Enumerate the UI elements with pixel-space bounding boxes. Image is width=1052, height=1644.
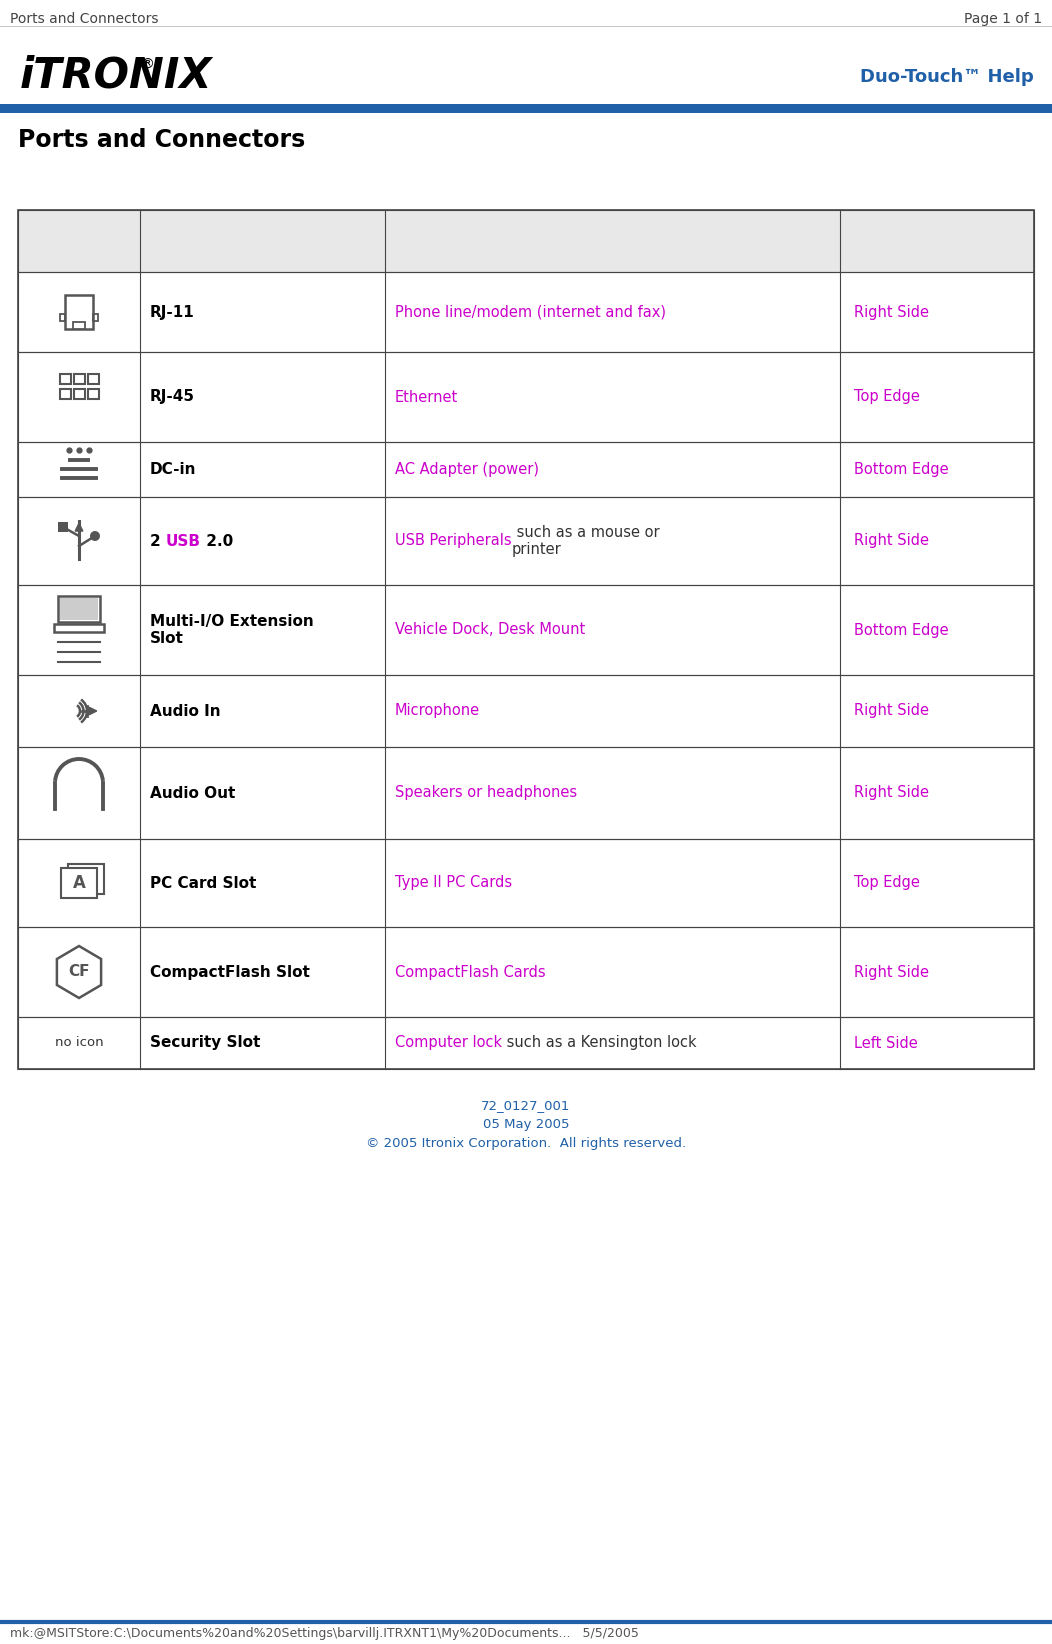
- Bar: [54, 625, 104, 631]
- Text: Right Side: Right Side: [854, 786, 929, 801]
- Text: Page 1 of 1: Page 1 of 1: [964, 12, 1041, 26]
- Text: ®: ®: [140, 58, 154, 72]
- Text: 2: 2: [150, 534, 166, 549]
- Text: Left Side: Left Side: [854, 1036, 917, 1051]
- Text: Computer lock: Computer lock: [394, 1036, 502, 1051]
- Text: such as a mouse or
printer: such as a mouse or printer: [511, 524, 660, 557]
- Text: Bottom Edge: Bottom Edge: [854, 623, 949, 638]
- Bar: [65, 294, 93, 329]
- Text: Vehicle Dock, Desk Mount: Vehicle Dock, Desk Mount: [394, 623, 585, 638]
- Text: Ethernet: Ethernet: [394, 390, 459, 404]
- Text: Top Edge: Top Edge: [854, 876, 919, 891]
- Text: Bottom Edge: Bottom Edge: [854, 462, 949, 477]
- Bar: [58, 597, 100, 621]
- Bar: [87, 390, 99, 399]
- Bar: [18, 496, 1034, 585]
- Text: DC-in: DC-in: [150, 462, 197, 477]
- Text: USB Peripherals: USB Peripherals: [394, 534, 511, 549]
- Text: A: A: [73, 875, 85, 893]
- Bar: [93, 314, 98, 321]
- Text: no icon: no icon: [55, 1036, 103, 1049]
- Text: Icon: Icon: [61, 233, 97, 248]
- Text: Right Side: Right Side: [854, 965, 929, 980]
- Bar: [87, 375, 99, 385]
- Text: © 2005 Itronix Corporation.  All rights reserved.: © 2005 Itronix Corporation. All rights r…: [366, 1138, 686, 1151]
- Bar: [18, 352, 1034, 442]
- Text: Phone line/modem (internet and fax): Phone line/modem (internet and fax): [394, 304, 666, 319]
- Bar: [61, 868, 97, 898]
- Bar: [60, 390, 70, 399]
- Bar: [58, 523, 68, 533]
- Bar: [18, 676, 1034, 746]
- Text: USB: USB: [166, 534, 201, 549]
- Text: Ports and Connectors: Ports and Connectors: [11, 12, 159, 26]
- Bar: [73, 322, 85, 329]
- Text: Microphone: Microphone: [394, 704, 480, 718]
- Bar: [18, 746, 1034, 838]
- Text: CompactFlash Slot: CompactFlash Slot: [150, 965, 310, 980]
- Bar: [60, 375, 70, 385]
- Text: 05 May 2005: 05 May 2005: [483, 1118, 569, 1131]
- Text: Top Edge: Top Edge: [854, 390, 919, 404]
- Text: PC Card Slot: PC Card Slot: [150, 876, 257, 891]
- Text: Right Side: Right Side: [854, 704, 929, 718]
- Text: RJ-45: RJ-45: [150, 390, 195, 404]
- Bar: [18, 927, 1034, 1018]
- Bar: [18, 271, 1034, 352]
- Text: mk:@MSITStore:C:\Documents%20and%20Settings\barvillj.ITRXNT1\My%20Documents...  : mk:@MSITStore:C:\Documents%20and%20Setti…: [11, 1628, 639, 1641]
- Text: 2.0: 2.0: [201, 534, 234, 549]
- Bar: [18, 210, 1034, 271]
- Text: CF: CF: [68, 965, 89, 980]
- Bar: [18, 210, 1034, 1069]
- Text: AC Adapter (power): AC Adapter (power): [394, 462, 539, 477]
- Text: iTRONIX: iTRONIX: [20, 54, 213, 97]
- Bar: [74, 390, 84, 399]
- Text: 72_0127_001: 72_0127_001: [482, 1098, 570, 1111]
- Bar: [18, 838, 1034, 927]
- Bar: [60, 598, 98, 620]
- Text: Audio In: Audio In: [150, 704, 221, 718]
- Text: Ports and
Connectors: Ports and Connectors: [214, 225, 311, 256]
- Bar: [60, 314, 65, 321]
- Bar: [18, 442, 1034, 496]
- Bar: [0, 104, 1052, 113]
- Bar: [18, 1018, 1034, 1069]
- Bar: [68, 865, 104, 894]
- Text: such as a Kensington lock: such as a Kensington lock: [502, 1036, 696, 1051]
- Text: Duo-Touch™ Help: Duo-Touch™ Help: [861, 67, 1034, 85]
- Text: Right Side: Right Side: [854, 534, 929, 549]
- Circle shape: [90, 531, 100, 541]
- Bar: [74, 375, 84, 385]
- Text: RJ-11: RJ-11: [150, 304, 195, 319]
- Text: Audio Out: Audio Out: [150, 786, 236, 801]
- Text: Multi-I/O Extension
Slot: Multi-I/O Extension Slot: [150, 613, 313, 646]
- Text: Type II PC Cards: Type II PC Cards: [394, 876, 512, 891]
- Text: Location: Location: [901, 233, 973, 248]
- Text: Right Side: Right Side: [854, 304, 929, 319]
- Text: CompactFlash Cards: CompactFlash Cards: [394, 965, 546, 980]
- Bar: [18, 585, 1034, 676]
- Text: Speakers or headphones: Speakers or headphones: [394, 786, 578, 801]
- Text: Security Slot: Security Slot: [150, 1036, 261, 1051]
- Text: Connection: Connection: [564, 233, 661, 248]
- Text: Ports and Connectors: Ports and Connectors: [18, 128, 305, 151]
